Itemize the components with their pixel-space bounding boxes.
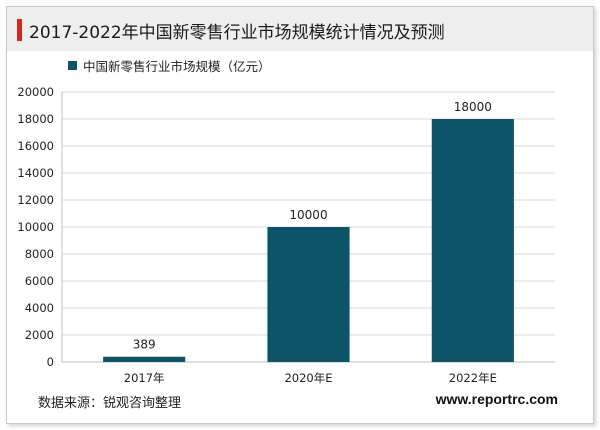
x-tick-label: 2017年 <box>124 371 165 385</box>
title-bar: 2017-2022年中国新零售行业市场规模统计情况及预测 <box>7 7 593 51</box>
y-tick-label: 2000 <box>25 328 54 342</box>
bar <box>267 227 350 362</box>
title-accent-bar <box>17 19 22 41</box>
y-tick-label: 10000 <box>17 220 54 234</box>
y-tick-label: 6000 <box>25 274 54 288</box>
y-tick-label: 20000 <box>17 85 54 99</box>
data-label: 10000 <box>289 208 327 222</box>
legend-label: 中国新零售行业市场规模（亿元） <box>83 59 271 74</box>
x-tick-label: 2022年E <box>449 371 497 385</box>
chart-title: 2017-2022年中国新零售行业市场规模统计情况及预测 <box>29 23 445 43</box>
y-tick-label: 12000 <box>17 193 54 207</box>
legend-swatch <box>68 61 77 70</box>
data-label: 389 <box>133 338 156 352</box>
y-tick-label: 16000 <box>17 139 54 153</box>
data-source-note: 数据来源：锐观咨询整理 <box>38 396 182 411</box>
chart-legend: 中国新零售行业市场规模（亿元） <box>68 56 271 75</box>
x-tick-label: 2020年E <box>284 371 332 385</box>
y-tick-label: 8000 <box>25 247 54 261</box>
y-tick-label: 0 <box>47 355 54 369</box>
bar <box>431 119 514 362</box>
website-watermark: www.reportrc.com <box>435 391 558 407</box>
data-label: 18000 <box>454 100 492 114</box>
y-tick-label: 4000 <box>25 301 54 315</box>
y-tick-label: 18000 <box>17 112 54 126</box>
y-tick-label: 14000 <box>17 166 54 180</box>
bar <box>103 356 186 362</box>
